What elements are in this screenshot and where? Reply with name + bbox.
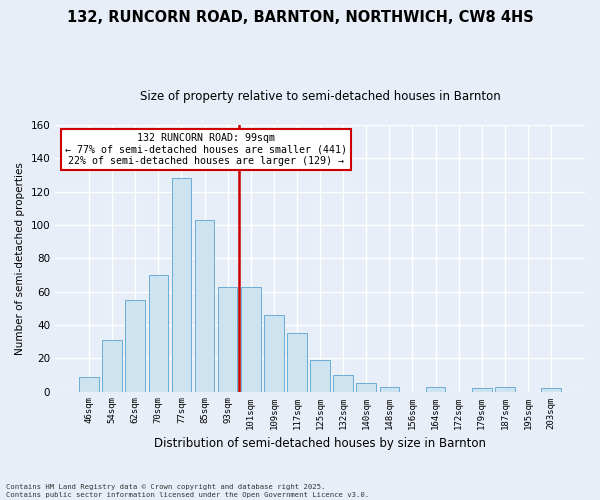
Bar: [287, 333, 307, 392]
Bar: [541, 388, 561, 392]
Bar: [495, 386, 515, 392]
X-axis label: Distribution of semi-detached houses by size in Barnton: Distribution of semi-detached houses by …: [154, 437, 486, 450]
Bar: [195, 220, 214, 392]
Title: Size of property relative to semi-detached houses in Barnton: Size of property relative to semi-detach…: [140, 90, 500, 103]
Text: 132 RUNCORN ROAD: 99sqm
← 77% of semi-detached houses are smaller (441)
22% of s: 132 RUNCORN ROAD: 99sqm ← 77% of semi-de…: [65, 133, 347, 166]
Bar: [334, 375, 353, 392]
Bar: [103, 340, 122, 392]
Bar: [264, 315, 284, 392]
Bar: [125, 300, 145, 392]
Text: Contains HM Land Registry data © Crown copyright and database right 2025.
Contai: Contains HM Land Registry data © Crown c…: [6, 484, 369, 498]
Text: 132, RUNCORN ROAD, BARNTON, NORTHWICH, CW8 4HS: 132, RUNCORN ROAD, BARNTON, NORTHWICH, C…: [67, 10, 533, 25]
Bar: [149, 275, 168, 392]
Bar: [310, 360, 330, 392]
Y-axis label: Number of semi-detached properties: Number of semi-detached properties: [15, 162, 25, 354]
Bar: [241, 286, 260, 392]
Bar: [426, 386, 445, 392]
Bar: [218, 286, 238, 392]
Bar: [472, 388, 491, 392]
Bar: [172, 178, 191, 392]
Bar: [380, 386, 399, 392]
Bar: [356, 383, 376, 392]
Bar: [79, 376, 99, 392]
